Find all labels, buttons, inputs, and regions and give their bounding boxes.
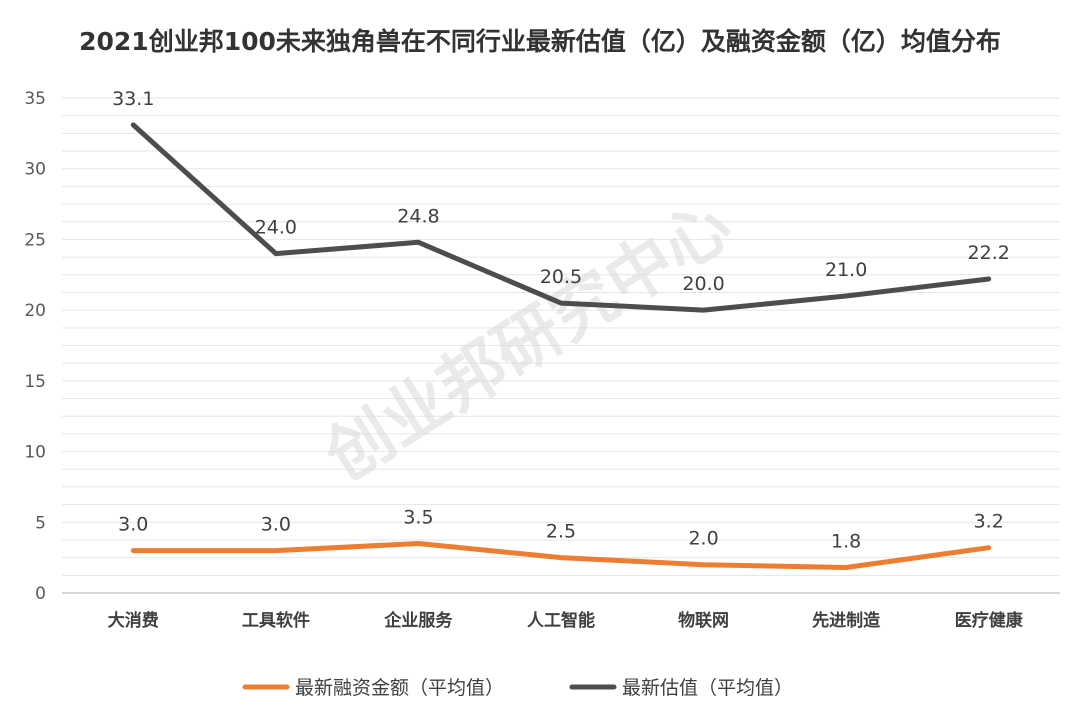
data-point xyxy=(274,252,278,256)
data-point xyxy=(844,294,848,298)
x-axis: 大消费 工具软件 企业服务 人工智能 物联网 先进制造 医疗健康 xyxy=(108,610,1024,631)
data-label: 3.2 xyxy=(974,511,1004,533)
legend-label: 最新估值（平均值） xyxy=(622,677,793,699)
data-point xyxy=(702,308,706,312)
x-tick-label: 企业服务 xyxy=(383,610,453,631)
data-label: 3.5 xyxy=(403,507,433,529)
watermark: 创业邦研究中心 xyxy=(312,186,745,496)
data-label: 33.1 xyxy=(112,88,154,110)
legend-label: 最新融资金额（平均值） xyxy=(295,677,504,699)
data-point xyxy=(987,277,991,281)
data-label: 20.5 xyxy=(540,266,582,288)
series-lines xyxy=(130,122,992,570)
x-tick-label: 医疗健康 xyxy=(955,610,1024,631)
data-point xyxy=(987,546,991,550)
y-tick-label: 35 xyxy=(24,89,46,109)
legend: 最新融资金额（平均值） 最新估值（平均值） xyxy=(242,677,793,699)
chart-title: 2021创业邦100未来独角兽在不同行业最新估值（亿）及融资金额（亿）均值分布 xyxy=(79,27,1001,56)
data-label: 24.0 xyxy=(255,217,297,239)
y-tick-label: 20 xyxy=(24,301,46,321)
y-axis: 0 5 10 15 20 25 30 35 xyxy=(24,89,46,604)
y-tick-label: 25 xyxy=(24,230,46,250)
data-point xyxy=(702,563,706,567)
y-tick-label: 30 xyxy=(24,160,46,180)
data-label: 2.5 xyxy=(546,521,576,543)
data-point xyxy=(274,549,278,553)
data-point xyxy=(416,542,420,545)
data-point xyxy=(559,301,563,305)
data-label: 21.0 xyxy=(825,259,867,281)
data-label: 20.0 xyxy=(682,273,724,295)
gridlines xyxy=(62,97,1060,594)
y-tick-label: 10 xyxy=(24,443,46,463)
data-labels: 3.0 3.0 3.5 2.5 2.0 1.8 3.2 33.1 24.0 24.8 20.5 20.… xyxy=(112,88,1010,553)
x-tick-label: 先进制造 xyxy=(812,610,881,631)
y-tick-label: 5 xyxy=(35,513,46,533)
data-label: 24.8 xyxy=(397,205,439,227)
data-label: 2.0 xyxy=(688,528,718,550)
y-tick-label: 15 xyxy=(24,372,46,392)
data-point xyxy=(416,240,420,244)
x-tick-label: 人工智能 xyxy=(527,610,595,631)
y-tick-label: 0 xyxy=(35,584,46,604)
data-label: 22.2 xyxy=(968,242,1010,264)
x-tick-label: 大消费 xyxy=(108,610,159,631)
data-label: 1.8 xyxy=(831,531,861,553)
data-point xyxy=(131,549,135,553)
data-point xyxy=(131,123,135,127)
x-tick-label: 工具软件 xyxy=(242,610,310,631)
data-label: 3.0 xyxy=(261,514,291,536)
data-point xyxy=(844,566,848,570)
watermark-text: 创业邦研究中心 xyxy=(312,186,745,496)
data-label: 3.0 xyxy=(118,514,148,536)
x-tick-label: 物联网 xyxy=(678,610,729,631)
data-point xyxy=(559,556,563,560)
